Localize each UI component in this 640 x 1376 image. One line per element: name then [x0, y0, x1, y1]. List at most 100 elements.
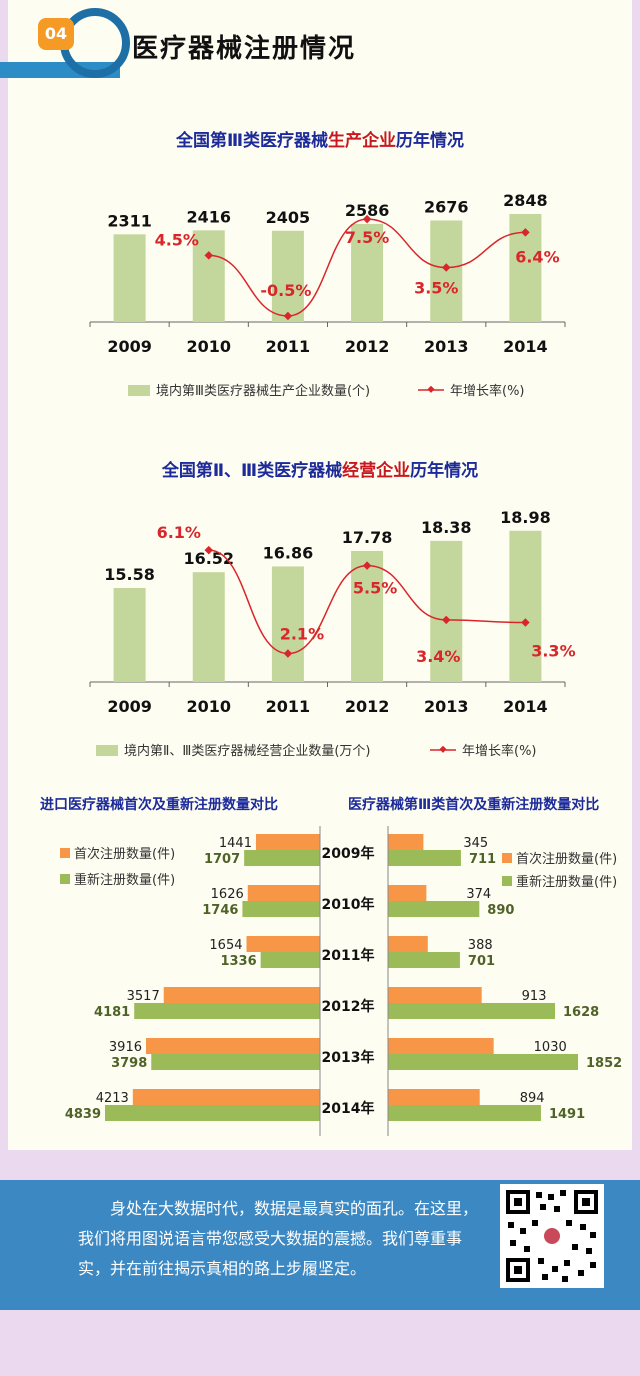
import-first-bar — [247, 885, 320, 901]
growth-rate-marker — [442, 263, 451, 272]
x-tick-label: 2013 — [424, 697, 469, 716]
bar-value-label: 15.58 — [104, 565, 155, 584]
category-label: 2012年 — [322, 998, 375, 1015]
import-renew-bar — [260, 952, 320, 968]
bar-2011 — [271, 230, 304, 322]
chart4-title: 医疗器械第Ⅲ类首次及重新注册数量对比 — [348, 797, 600, 813]
bar-value-label: 18.98 — [500, 508, 551, 527]
x-tick-label: 2014 — [503, 697, 548, 716]
category-label: 2014年 — [322, 1100, 375, 1117]
growth-rate-label: 6.4% — [515, 247, 559, 266]
growth-rate-marker — [204, 251, 213, 260]
bar-2009 — [113, 234, 146, 322]
legend-swatch-bar — [96, 745, 118, 756]
qr-code-icon[interactable] — [500, 1184, 604, 1288]
import-first-bar — [246, 936, 320, 952]
bar-2011 — [271, 566, 304, 682]
bar-2010 — [192, 572, 225, 682]
legend-swatch-first — [60, 848, 70, 858]
growth-rate-marker — [521, 618, 530, 627]
bar-value-label: 18.38 — [421, 518, 472, 537]
growth-rate-label: 7.5% — [345, 228, 389, 247]
x-tick-label: 2011 — [266, 697, 311, 716]
legend-label-line: 年增长率(%) — [450, 383, 525, 399]
import-renew-bar — [242, 901, 320, 917]
x-tick-label: 2009 — [107, 697, 152, 716]
class3-first-value: 388 — [468, 938, 493, 953]
import-renew-bar — [105, 1105, 320, 1121]
import-renew-value: 1707 — [204, 852, 240, 867]
bar-2014 — [509, 530, 542, 682]
import-renew-bar — [244, 850, 320, 866]
class3-first-value: 374 — [466, 887, 491, 902]
import-first-bar — [163, 987, 320, 1003]
legend-swatch-renew — [60, 874, 70, 884]
growth-rate-label: 3.4% — [416, 647, 460, 666]
section-number-badge: 04 — [38, 18, 74, 50]
bar-value-label: 2586 — [345, 201, 390, 220]
growth-rate-marker — [362, 561, 372, 570]
class3-first-bar — [388, 1089, 480, 1105]
class3-first-value: 345 — [463, 836, 488, 851]
class3-renew-value: 1628 — [563, 1005, 599, 1020]
import-first-value: 3916 — [109, 1040, 142, 1055]
x-tick-label: 2012 — [345, 697, 390, 716]
growth-rate-marker — [442, 615, 451, 625]
bar-value-label: 2676 — [424, 197, 469, 216]
x-tick-label: 2010 — [186, 697, 231, 716]
chart2-title-part1: 全国第Ⅱ、Ⅲ类医疗器械 — [161, 461, 343, 481]
x-tick-label: 2012 — [345, 337, 390, 356]
chart2-title: 全国第Ⅱ、Ⅲ类医疗器械经营企业历年情况 — [0, 456, 640, 481]
legend-label-renew: 重新注册数量(件) — [74, 872, 175, 888]
import-renew-value: 4181 — [94, 1005, 130, 1020]
legend-label-bar: 境内第Ⅱ、Ⅲ类医疗器械经营企业数量(万个) — [124, 743, 371, 759]
chart2-title-part2: 历年情况 — [410, 461, 479, 481]
class3-renew-value: 1852 — [586, 1056, 622, 1071]
growth-rate-marker — [283, 649, 293, 658]
import-first-value: 4213 — [96, 1091, 129, 1106]
chart2-title-highlight: 经营企业 — [342, 461, 411, 481]
import-first-value: 1441 — [219, 836, 252, 851]
class3-first-bar — [388, 1038, 494, 1054]
import-first-bar — [146, 1038, 320, 1054]
legend-label-renew: 重新注册数量(件) — [516, 874, 617, 890]
page-title: 医疗器械注册情况 — [132, 34, 357, 64]
import-first-value: 1626 — [211, 887, 244, 902]
class3-renew-value: 1491 — [549, 1107, 585, 1122]
growth-rate-label: 3.3% — [531, 642, 575, 661]
chart1-title-highlight: 生产企业 — [328, 131, 397, 151]
section-header: 04 医疗器械注册情况 — [0, 0, 640, 90]
class3-renew-value: 701 — [468, 954, 495, 969]
class3-first-bar — [388, 987, 482, 1003]
chart1-title-part1: 全国第Ⅲ类医疗器械 — [175, 131, 329, 151]
legend-swatch-first — [502, 853, 512, 863]
class3-first-value: 913 — [522, 989, 547, 1004]
growth-rate-label: 5.5% — [353, 579, 397, 598]
import-first-bar — [255, 834, 320, 850]
bar-2012 — [351, 550, 384, 682]
bar-2012 — [351, 223, 384, 322]
x-tick-label: 2009 — [107, 337, 152, 356]
bar-value-label: 2405 — [266, 208, 311, 227]
legend-marker — [439, 745, 447, 753]
class3-renew-value: 711 — [469, 852, 496, 867]
class3-renew-bar — [388, 901, 480, 917]
class3-first-bar — [388, 885, 427, 901]
import-renew-value: 4839 — [65, 1107, 101, 1122]
x-tick-label: 2013 — [424, 337, 469, 356]
growth-rate-label: 4.5% — [155, 230, 199, 249]
import-renew-value: 3798 — [111, 1056, 147, 1071]
x-tick-label: 2011 — [266, 337, 311, 356]
class3-first-bar — [388, 834, 424, 850]
bar-value-label: 2416 — [186, 207, 231, 226]
category-label: 2009年 — [322, 845, 375, 862]
chart1-title-part2: 历年情况 — [396, 131, 465, 151]
chart2-plot: 15.58200916.52201016.86201117.78201218.3… — [89, 508, 576, 759]
legend-swatch-bar — [128, 385, 150, 396]
class3-first-bar — [388, 936, 428, 952]
import-renew-value: 1746 — [202, 903, 238, 918]
x-tick-label: 2010 — [186, 337, 231, 356]
x-tick-label: 2014 — [503, 337, 548, 356]
class3-renew-bar — [388, 1054, 578, 1070]
